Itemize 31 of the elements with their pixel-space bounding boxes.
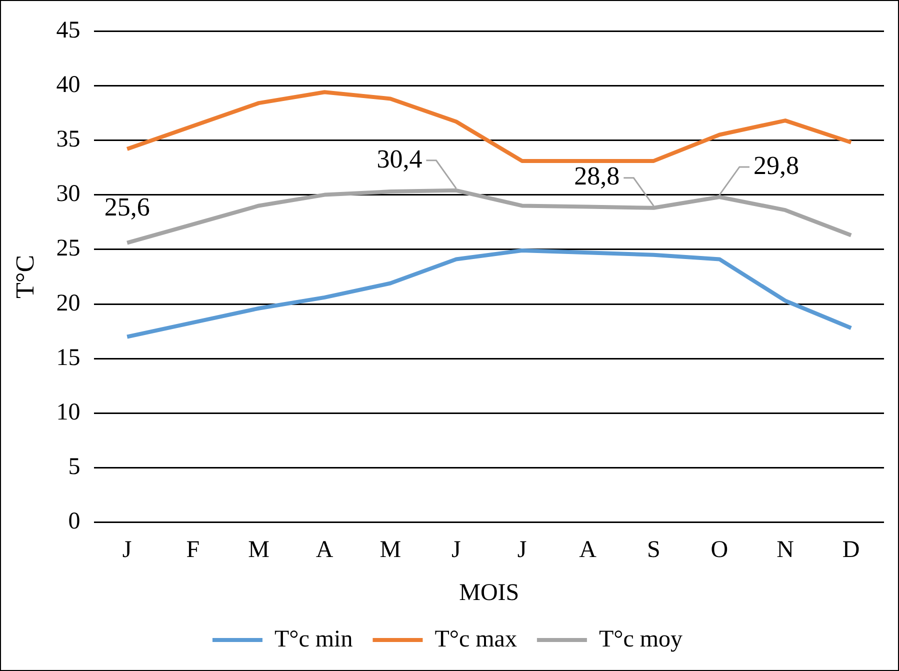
legend-label: T°c max xyxy=(434,626,517,652)
y-tick-label: 40 xyxy=(56,72,80,98)
y-tick-label: 25 xyxy=(56,236,80,262)
y-tick-label: 45 xyxy=(56,17,80,44)
x-tick-label: M xyxy=(248,537,270,564)
data-label: 30,4 xyxy=(376,144,422,174)
x-tick-label: J xyxy=(452,537,461,564)
y-tick-label: 20 xyxy=(56,290,80,316)
x-tick-label: O xyxy=(710,537,728,564)
data-label: 29,8 xyxy=(753,150,799,180)
data-label: 25,6 xyxy=(104,192,150,222)
x-tick-label: N xyxy=(776,537,794,564)
y-tick-label: 15 xyxy=(56,344,80,371)
legend-label: T°c min xyxy=(274,626,353,652)
legend-label: T°c moy xyxy=(598,626,683,652)
x-tick-label: J xyxy=(517,537,527,564)
x-axis-title: MOIS xyxy=(459,580,520,606)
x-tick-label: D xyxy=(842,537,860,564)
x-tick-label: M xyxy=(380,537,402,564)
x-tick-label: F xyxy=(186,537,200,564)
y-tick-label: 10 xyxy=(56,399,80,426)
y-tick-label: 35 xyxy=(56,126,80,152)
x-tick-label: A xyxy=(316,537,334,564)
x-tick-label: S xyxy=(646,537,660,564)
x-tick-label: A xyxy=(579,537,598,564)
y-axis-title: T°C xyxy=(10,254,40,299)
y-tick-label: 5 xyxy=(68,454,80,480)
x-tick-label: J xyxy=(122,537,132,564)
data-label: 28,8 xyxy=(574,162,620,191)
y-tick-label: 30 xyxy=(56,181,80,208)
y-tick-label: 0 xyxy=(68,508,80,535)
